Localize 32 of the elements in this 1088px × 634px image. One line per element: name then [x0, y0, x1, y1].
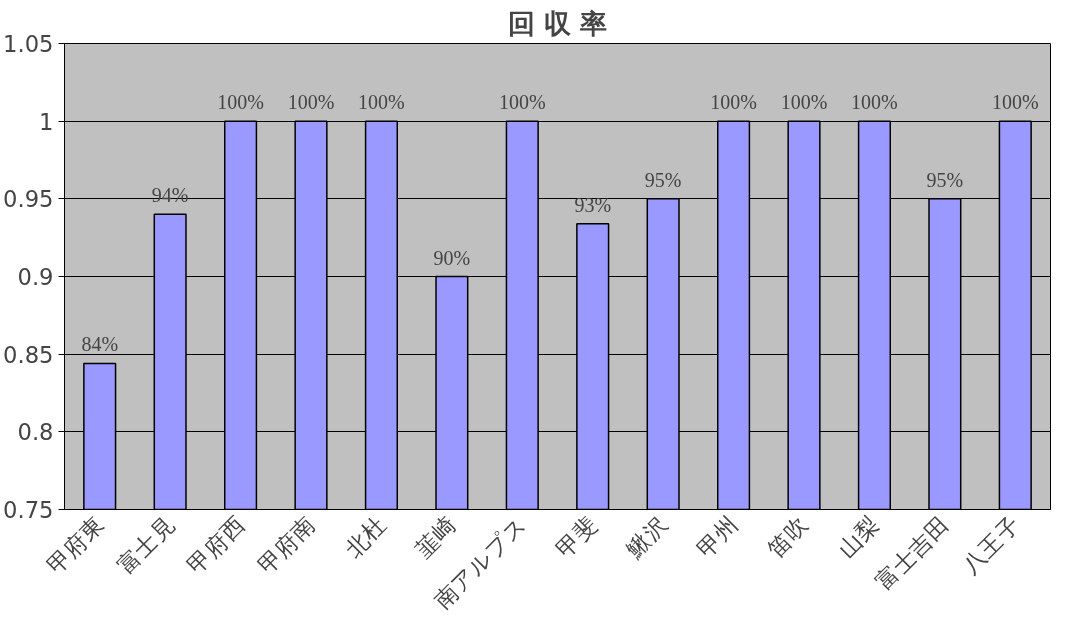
data-label: 100%	[358, 91, 405, 114]
y-tick-label: 0.9	[17, 264, 54, 290]
y-tick-label: 0.95	[3, 186, 54, 213]
data-label: 100%	[780, 91, 828, 114]
data-label: 93%	[574, 193, 612, 216]
x-tick-label: 甲府西	[182, 511, 250, 579]
x-tick-label: 富士見	[112, 511, 180, 579]
data-label: 95%	[644, 168, 682, 191]
x-tick-label: 甲州	[691, 511, 743, 563]
y-tick-label: 1.05	[3, 31, 54, 57]
x-tick-label: 八王子	[957, 511, 1025, 579]
data-label: 84%	[81, 333, 119, 356]
x-tick-label: 山梨	[832, 511, 884, 563]
y-tick-label: 0.85	[3, 341, 54, 368]
data-label: 100%	[710, 91, 757, 114]
x-tick-label: 鰍沢	[621, 511, 673, 563]
data-label: 100%	[991, 91, 1039, 114]
x-tick-label: 韮崎	[410, 511, 462, 563]
x-tick-label: 笛吹	[762, 511, 814, 563]
x-tick-label: 甲斐	[551, 511, 602, 563]
data-label: 100%	[287, 91, 335, 114]
data-label: 90%	[433, 246, 471, 269]
x-tick-label: 甲府南	[253, 511, 321, 579]
y-tick-label: 0.8	[17, 419, 54, 446]
data-label: 100%	[851, 91, 898, 114]
data-label: 100%	[217, 91, 264, 114]
data-label: 100%	[498, 91, 546, 114]
y-tick-label: 0.75	[3, 497, 54, 523]
y-tick-label: 1	[39, 108, 54, 135]
chart-title: 回 収 率	[507, 7, 608, 39]
x-tick-label: 北杜	[339, 511, 391, 563]
data-label: 95%	[926, 168, 964, 191]
